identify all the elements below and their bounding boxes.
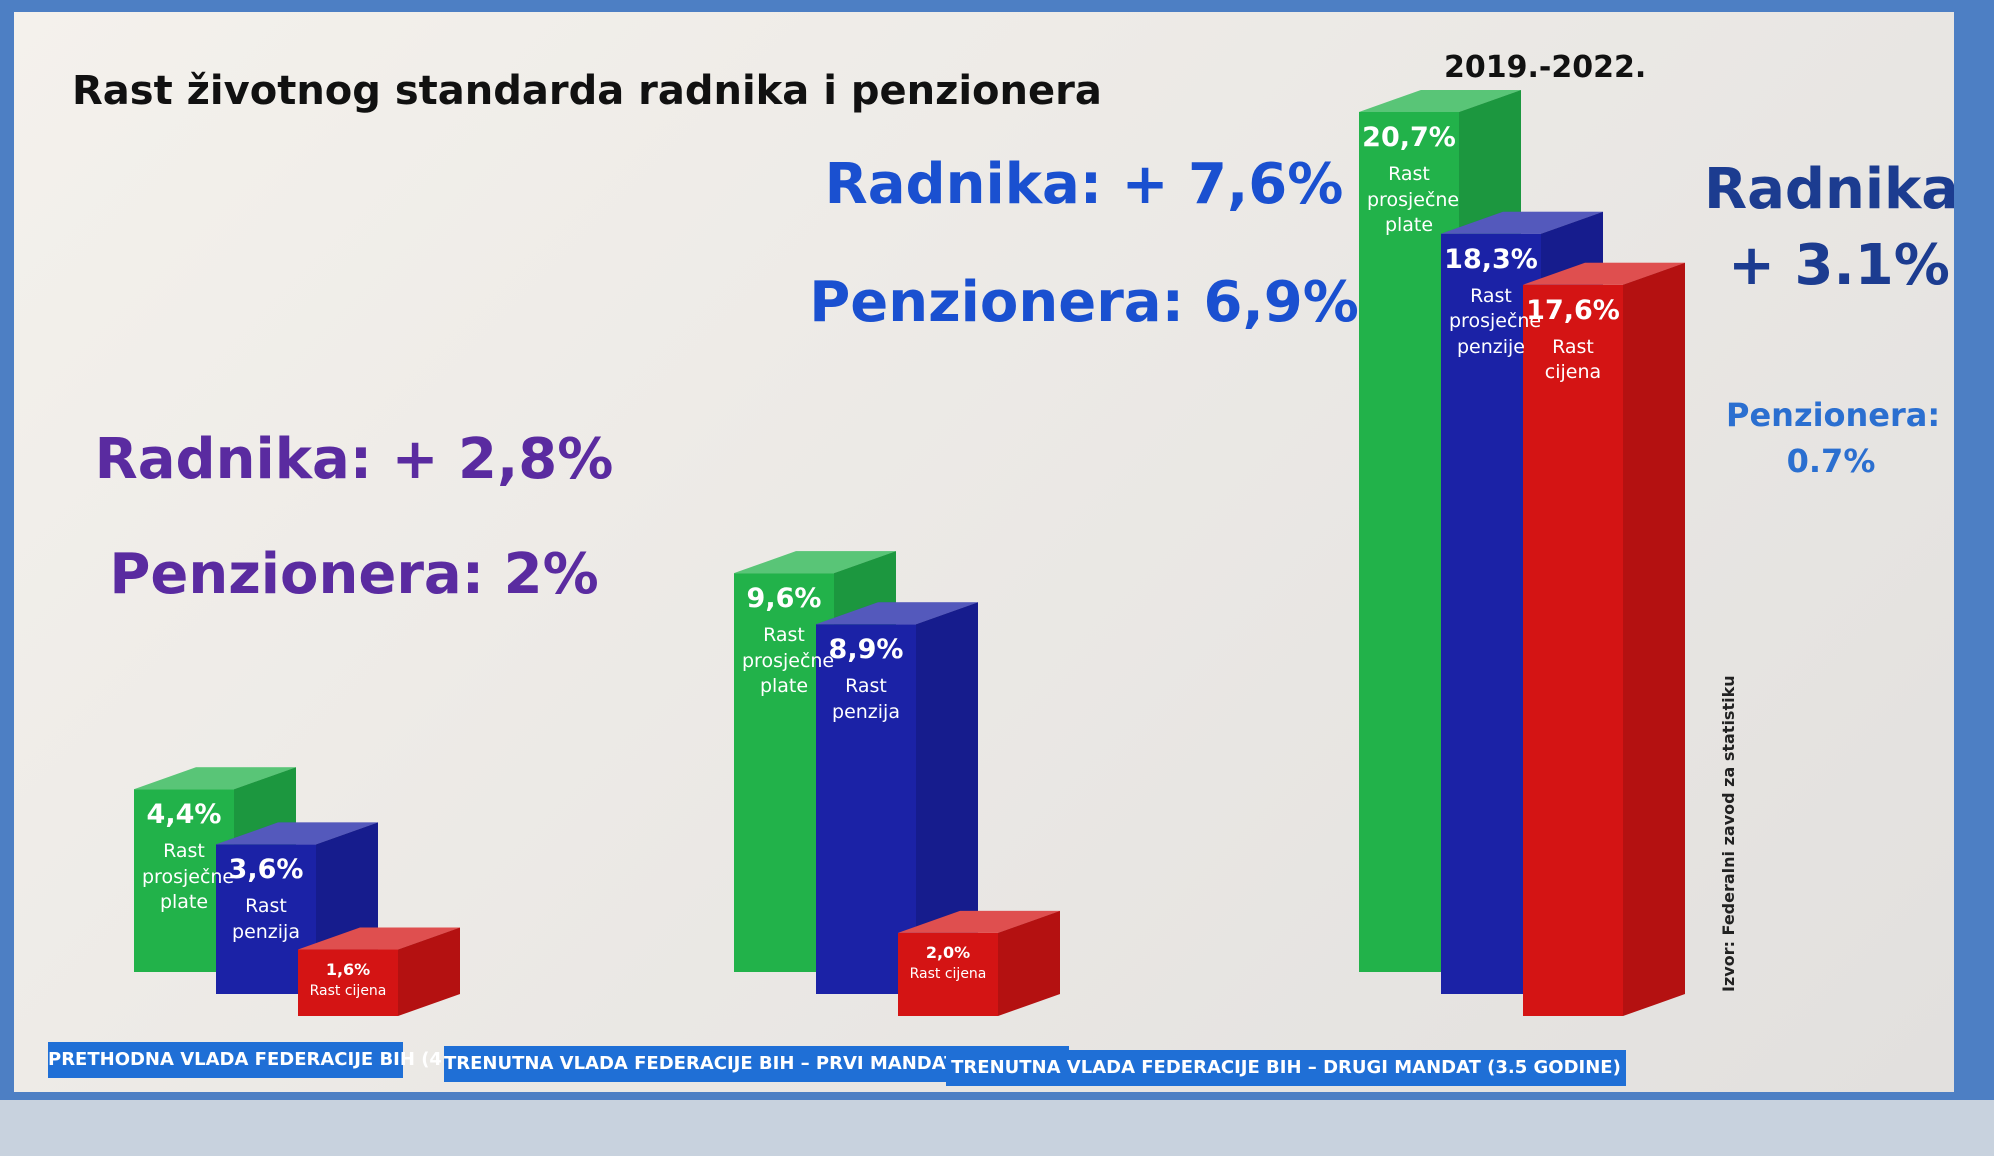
value-label: 4,4%	[146, 799, 222, 831]
workers-summary: Radnika: + 7,6%	[824, 152, 1344, 217]
bar-label: Rast penzija	[232, 895, 300, 944]
bar-top	[1523, 262, 1685, 285]
value-label: 9,6%	[746, 583, 822, 615]
bar-side-shade	[398, 927, 460, 1016]
bar-label: Rast cijena	[1544, 335, 1602, 384]
bar-top-shade	[1359, 90, 1521, 112]
pensioners-summary: Penzionera: 0.7%	[1726, 396, 1941, 481]
bar-top	[734, 551, 896, 574]
bar-side-shade	[916, 602, 978, 994]
period-label: 2019.-2022.	[1444, 50, 1647, 85]
bar-side	[916, 602, 978, 994]
bar-side	[398, 927, 460, 1016]
bar	[1523, 284, 1623, 1017]
bar-side-shade	[998, 910, 1060, 1016]
category-label: PRETHODNA VLADA FEDERACIJE BIH (4 GODINE…	[48, 1042, 536, 1078]
bar-label: Rast cijena	[909, 965, 987, 982]
chart	[134, 90, 1685, 1017]
bar-top-shade	[298, 927, 460, 950]
bar-label: Rast cijena	[309, 982, 387, 999]
bar-label: Rast prosječne plate	[742, 624, 835, 698]
bar-side-shade	[1623, 262, 1685, 1017]
workers-summary: Radnika: + 2,8%	[94, 427, 614, 492]
bar-side	[998, 910, 1060, 1016]
value-label: 2,0%	[925, 942, 971, 962]
bar-top	[298, 927, 460, 950]
bar-side	[1623, 262, 1685, 1017]
bar-top	[898, 910, 1060, 933]
value-label: 20,7%	[1362, 122, 1456, 153]
bar-label: Rast penzija	[832, 675, 900, 723]
value-label: 18,3%	[1444, 243, 1538, 275]
bar-top-shade	[216, 822, 378, 845]
bar-top-shade	[1441, 211, 1603, 234]
category-label: TRENUTNA VLADA FEDERACIJE BIH – DRUGI MA…	[946, 1050, 1626, 1086]
bar-top-shade	[134, 767, 296, 790]
chart-title: Rast životnog standarda radnika i penzio…	[72, 68, 1102, 114]
slide: Rast životnog standarda radnika i penzio…	[14, 12, 1954, 1092]
bar-top	[1359, 90, 1521, 112]
bar	[898, 932, 998, 1016]
bar	[298, 949, 398, 1016]
bar-label: Rast prosječne plate	[1367, 163, 1460, 237]
source-note: Izvor: Federalni zavod za statistiku	[1719, 675, 1738, 992]
bar-top-shade	[898, 910, 1060, 933]
bar-top-shade	[816, 602, 978, 625]
bar-top-shade	[734, 551, 896, 574]
pensioners-summary: Penzionera: 2%	[109, 542, 599, 607]
taskbar	[0, 1100, 1994, 1156]
pensioners-summary: Penzionera: 6,9%	[809, 270, 1359, 335]
bar-top-shade	[1523, 262, 1685, 285]
value-label: 3,6%	[228, 854, 304, 886]
bar-top	[216, 822, 378, 845]
bar-top	[1441, 211, 1603, 234]
bar-top	[816, 602, 978, 625]
bar-top	[134, 767, 296, 790]
workers-summary: Radnika: + 3.1%	[1704, 157, 1954, 298]
value-label: 8,9%	[828, 634, 904, 666]
value-label: 17,6%	[1526, 294, 1620, 326]
bar-label: Rast prosječne penzije	[1449, 284, 1542, 358]
value-label: 1,6%	[325, 959, 371, 979]
bar	[816, 624, 916, 994]
bar-label: Rast prosječne plate	[142, 840, 235, 914]
